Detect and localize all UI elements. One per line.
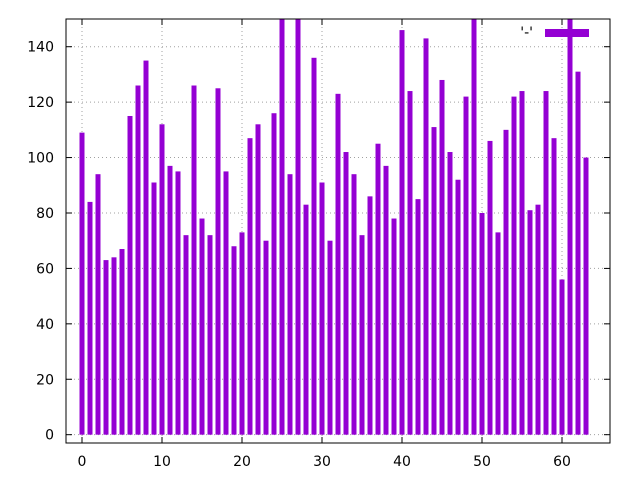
bar <box>415 199 421 435</box>
bar <box>455 179 461 435</box>
bar <box>495 232 501 435</box>
bar <box>583 157 589 435</box>
bar <box>279 19 285 435</box>
bar <box>575 71 581 435</box>
bar <box>167 165 173 435</box>
bar <box>231 246 237 435</box>
y-tick-label: 60 <box>36 261 54 277</box>
y-tick-label: 100 <box>27 151 54 167</box>
legend: '-' <box>520 25 589 41</box>
bar <box>351 174 357 435</box>
x-tick-label: 50 <box>473 454 491 470</box>
bar <box>207 235 213 435</box>
bar <box>519 91 525 435</box>
x-tick-label: 30 <box>313 454 331 470</box>
bar <box>399 30 405 435</box>
tick-marks <box>66 19 610 443</box>
bar <box>439 79 445 435</box>
bar <box>543 91 549 435</box>
legend-label: '-' <box>520 25 533 41</box>
bar <box>487 140 493 435</box>
y-tick-label: 20 <box>36 372 54 388</box>
bar <box>183 235 189 435</box>
bar <box>87 201 93 435</box>
bar <box>175 171 181 435</box>
bar <box>383 165 389 435</box>
bar <box>223 171 229 435</box>
bar <box>311 57 317 435</box>
bar <box>463 96 469 435</box>
bar <box>447 152 453 435</box>
bar <box>511 96 517 435</box>
bar <box>527 210 533 435</box>
bar <box>127 115 133 435</box>
bar <box>287 174 293 435</box>
bar <box>407 91 413 435</box>
y-tick-label: 40 <box>36 317 54 333</box>
y-tick-label: 120 <box>27 95 54 111</box>
x-tick-label: 60 <box>553 454 571 470</box>
bar <box>359 235 365 435</box>
bar <box>159 124 165 435</box>
bar <box>247 138 253 435</box>
bar <box>263 240 269 435</box>
bar <box>143 60 149 435</box>
bar <box>199 218 205 435</box>
bar <box>567 19 573 435</box>
bar <box>375 143 381 435</box>
x-tick-label: 40 <box>393 454 411 470</box>
bar <box>367 196 373 435</box>
bar <box>111 257 117 435</box>
bar <box>343 152 349 435</box>
bar <box>503 129 509 435</box>
bar <box>191 85 197 435</box>
bars <box>79 19 589 435</box>
x-tick-label: 0 <box>78 454 87 470</box>
bar <box>303 204 309 435</box>
y-tick-label: 0 <box>45 428 54 444</box>
bar <box>327 240 333 435</box>
bar <box>423 38 429 435</box>
x-tick-label: 20 <box>233 454 251 470</box>
bar <box>103 260 109 435</box>
bar <box>559 279 565 435</box>
bar <box>319 182 325 435</box>
y-tick-labels: 0 20 40 60 80 100 120 140 <box>27 40 54 444</box>
bar <box>431 127 437 435</box>
y-tick-label: 140 <box>27 40 54 56</box>
legend-swatch <box>545 29 589 37</box>
plot-frame <box>65 18 611 444</box>
y-tick-label: 80 <box>36 206 54 222</box>
x-tick-label: 10 <box>153 454 171 470</box>
bar <box>535 204 541 435</box>
bar <box>551 138 557 435</box>
bar <box>479 212 485 435</box>
bar <box>335 93 341 435</box>
bar <box>471 19 477 435</box>
bar <box>135 85 141 435</box>
bar <box>119 249 125 435</box>
bar <box>255 124 261 435</box>
bar <box>95 174 101 435</box>
bar <box>151 182 157 435</box>
bar <box>391 218 397 435</box>
bar <box>271 113 277 435</box>
bar <box>215 88 221 435</box>
x-tick-labels: 0 10 20 30 40 50 60 <box>78 454 571 470</box>
bar <box>79 132 85 435</box>
bar <box>295 19 301 435</box>
bar <box>239 232 245 435</box>
